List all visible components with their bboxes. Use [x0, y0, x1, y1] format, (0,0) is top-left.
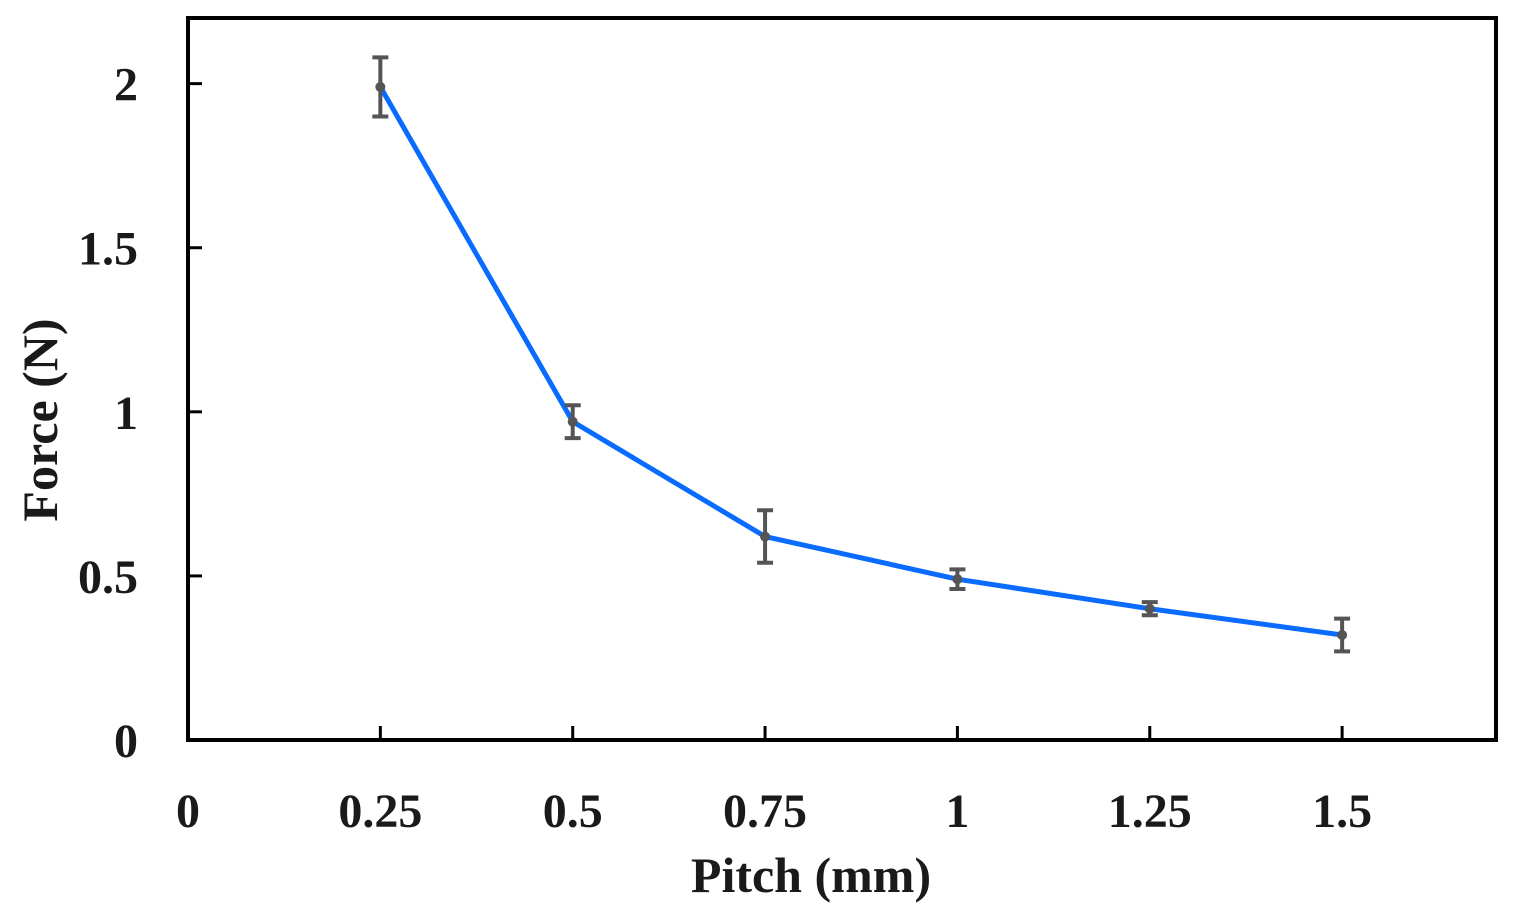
data-point: [952, 574, 963, 585]
y-axis-title: Force (N): [12, 318, 68, 521]
data-point: [375, 81, 386, 92]
x-axis-title: Pitch (mm): [691, 847, 931, 903]
x-tick-label: 0: [176, 785, 200, 838]
plot-frame: [186, 16, 1498, 742]
x-tick-label: 0.5: [543, 785, 603, 838]
x-tick-label: 1.5: [1312, 785, 1372, 838]
x-tick-label: 1.25: [1108, 785, 1192, 838]
data-point: [1144, 603, 1155, 614]
y-tick-label: 0: [114, 715, 138, 768]
x-tick-label: 1: [945, 785, 969, 838]
y-tick-label: 2: [114, 59, 138, 112]
data-point: [1337, 629, 1348, 640]
data-point: [567, 416, 578, 427]
y-tick-label: 1: [114, 387, 138, 440]
x-tick-label: 0.75: [723, 785, 807, 838]
x-tick-label: 0.25: [338, 785, 422, 838]
series-line: [377, 84, 1345, 638]
y-tick-label: 0.5: [78, 551, 138, 604]
data-point: [760, 531, 771, 542]
y-tick-label: 1.5: [78, 223, 138, 276]
